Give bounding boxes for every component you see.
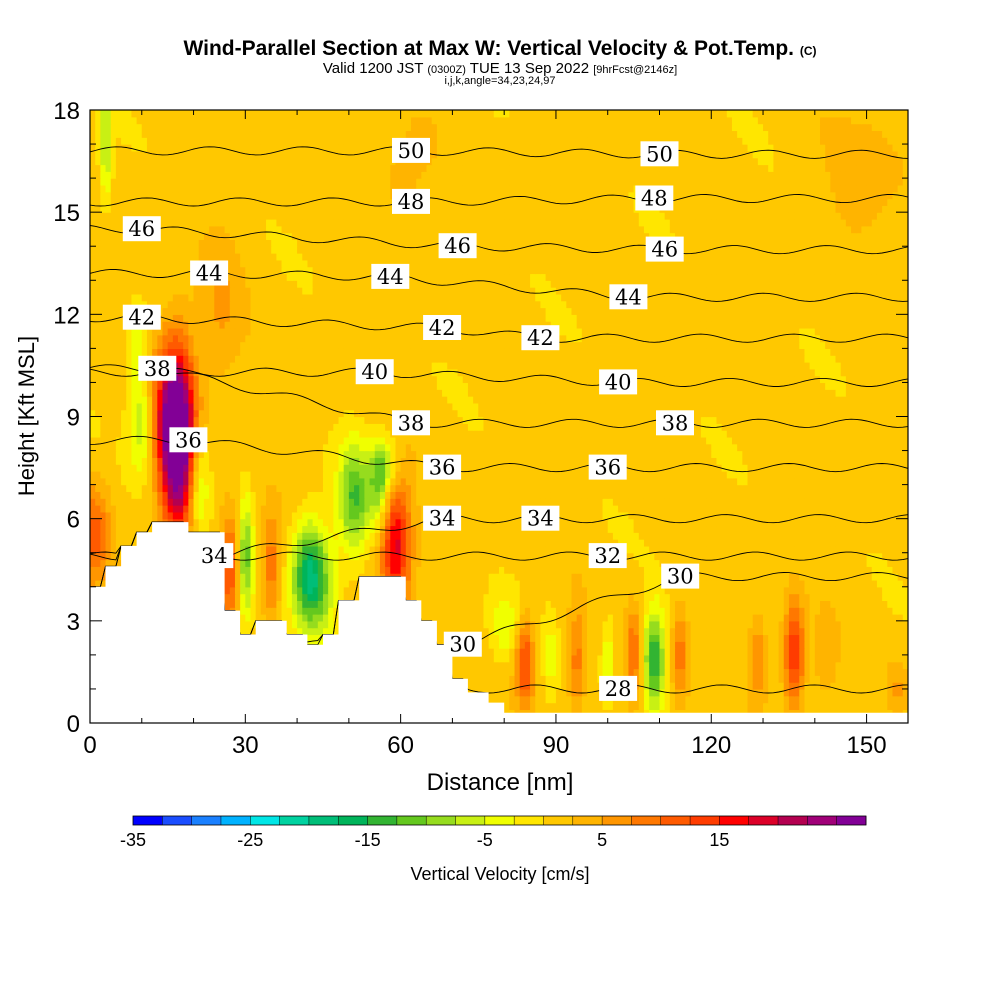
colorbar-tick-label: -35 — [120, 830, 146, 850]
colorbar-swatch — [162, 816, 193, 825]
colorbar-swatch — [836, 816, 867, 825]
x-tick-label: 150 — [847, 732, 887, 759]
contour-label-36: 36 — [169, 427, 208, 453]
contour-label-30: 30 — [443, 631, 482, 657]
colorbar-swatch — [778, 816, 808, 825]
contour-label-34: 34 — [195, 543, 234, 569]
colorbar-swatch — [220, 816, 251, 825]
theta-contour-36 — [90, 435, 908, 473]
contour-label-44: 44 — [371, 263, 410, 289]
chart-title: Wind-Parallel Section at Max W: Vertical… — [0, 37, 1000, 61]
contour-label-44: 44 — [190, 260, 229, 286]
contour-label-50: 50 — [392, 137, 430, 163]
subtitle-z: (0300Z) — [427, 64, 466, 76]
y-axis-label: Height [Kft MSL] — [14, 336, 39, 496]
title-main: Wind-Parallel Section at Max W: Vertical… — [183, 37, 794, 60]
x-tick-label: 0 — [83, 732, 96, 759]
colorbar-swatch — [250, 816, 280, 825]
colorbar-swatch — [807, 816, 838, 825]
colorbar-swatch — [484, 816, 515, 825]
colorbar-swatch — [308, 816, 339, 825]
colorbar-swatch — [543, 816, 574, 825]
colorbar: -35 -25 -15 -5 5 15 — [120, 815, 867, 850]
contour-label-46: 46 — [438, 233, 477, 259]
y-tick-label: 18 — [53, 98, 80, 125]
colorbar-tick-label: -25 — [237, 830, 263, 850]
colorbar-label: Vertical Velocity [cm/s] — [410, 864, 589, 884]
y-tick-label: 6 — [67, 507, 80, 534]
subtitle-main: Valid 1200 JST — [322, 60, 424, 77]
chart-subtitle: Valid 1200 JST (0300Z) TUE 13 Sep 2022 [… — [0, 60, 1000, 77]
x-tick-label: 90 — [543, 732, 570, 759]
colorbar-swatch — [133, 816, 163, 825]
contour-label-44: 44 — [609, 284, 648, 310]
colorbar-swatch — [690, 816, 720, 825]
contour-label-42: 42 — [521, 325, 560, 351]
colorbar-swatch — [514, 816, 544, 825]
x-tick-label: 60 — [387, 732, 414, 759]
contour-label-34: 34 — [423, 505, 462, 531]
colorbar-swatch — [719, 816, 750, 825]
colorbar-swatch — [367, 816, 398, 825]
contour-label-30: 30 — [661, 563, 700, 589]
colorbar-swatch — [396, 816, 427, 825]
colorbar-swatch — [338, 816, 368, 825]
colorbar-tick-label: -5 — [477, 830, 493, 850]
contour-label-42: 42 — [122, 304, 161, 330]
colorbar-tick-label: 15 — [709, 830, 729, 850]
theta-contour-38 — [90, 364, 908, 428]
colorbar-swatch — [631, 816, 662, 825]
contour-label-46: 46 — [645, 236, 684, 262]
theta-contour-48 — [90, 194, 908, 207]
contour-label-40: 40 — [599, 369, 638, 395]
y-tick-label: 3 — [67, 609, 80, 636]
terrain-fill — [90, 522, 908, 723]
contour-labels: 28 30 30 32 34 34 34 36 36 36 38 38 38 40 40 42 42 42 44 44… — [122, 137, 700, 701]
x-axis-label: Distance [nm] — [427, 769, 574, 796]
colorbar-tick-label: 5 — [597, 830, 607, 850]
contour-label-38: 38 — [656, 410, 694, 436]
colorbar-swatch — [660, 816, 691, 825]
colorbar-swatch — [572, 816, 603, 825]
contour-label-36: 36 — [423, 454, 462, 480]
contour-label-40: 40 — [355, 359, 394, 385]
colorbar-swatch — [455, 816, 486, 825]
contour-label-36: 36 — [588, 454, 627, 480]
contour-label-46: 46 — [122, 216, 161, 242]
contour-label-28: 28 — [599, 675, 638, 701]
title-mark: (C) — [799, 44, 817, 58]
terrain — [90, 522, 908, 723]
contour-label-32: 32 — [588, 543, 627, 569]
colorbar-swatch — [279, 816, 310, 825]
colorbar-swatch — [748, 816, 779, 825]
theta-contour-40 — [90, 367, 908, 387]
contour-label-38: 38 — [138, 355, 177, 381]
theta-contour-50 — [90, 146, 908, 159]
colorbar-swatch — [602, 816, 632, 825]
subtitle-date: TUE 13 Sep 2022 — [469, 60, 590, 77]
colorbar-tick-label: -15 — [355, 830, 381, 850]
contour-label-42: 42 — [423, 315, 462, 340]
colorbar-swatch — [191, 816, 222, 825]
contour-label-48: 48 — [392, 188, 430, 214]
y-tick-label: 9 — [67, 405, 80, 432]
theta-contour-46 — [90, 225, 908, 255]
contour-label-48: 48 — [635, 185, 674, 211]
contour-label-50: 50 — [640, 141, 679, 167]
section-params: i,j,k,angle=34,23,24,97 — [444, 75, 556, 87]
y-tick-label: 12 — [53, 302, 80, 329]
contour-label-38: 38 — [392, 410, 430, 436]
colorbar-swatch — [426, 816, 456, 825]
y-tick-label: 15 — [53, 200, 80, 227]
contour-label-34: 34 — [521, 505, 560, 531]
x-tick-label: 120 — [691, 732, 731, 759]
theta-contour-42 — [90, 313, 908, 343]
y-tick-label: 0 — [67, 711, 80, 738]
x-tick-label: 30 — [232, 732, 259, 759]
subtitle-fcst: [9hrFcst@2146z] — [593, 64, 678, 76]
